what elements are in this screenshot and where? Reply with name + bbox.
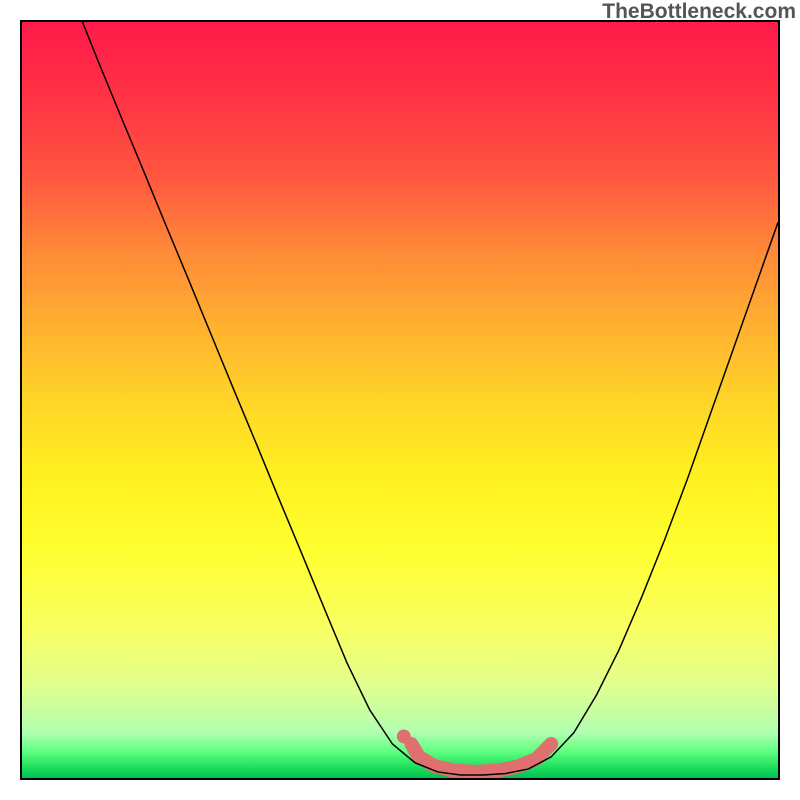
bottleneck-chart: TheBottleneck.com [0, 0, 800, 800]
watermark-text: TheBottleneck.com [602, 0, 796, 24]
plot-area [20, 20, 780, 780]
curve-overlay [22, 22, 778, 778]
highlight-start-dot [397, 729, 411, 743]
bottleneck-curve [82, 22, 778, 775]
